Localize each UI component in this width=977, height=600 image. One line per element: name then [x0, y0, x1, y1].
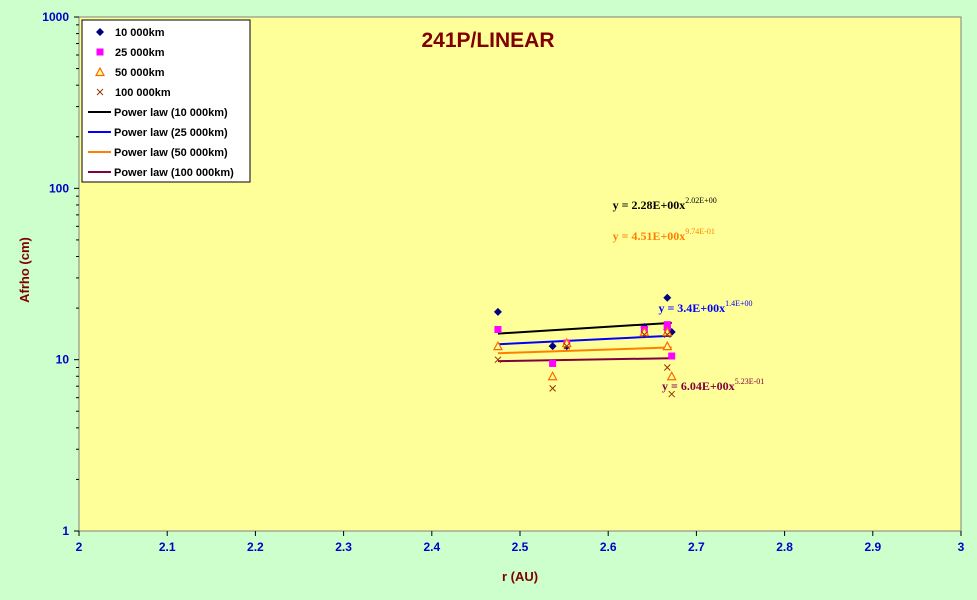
equation-base: y = 4.51E+00x: [613, 229, 686, 243]
trendline-equations: y = 2.28E+00x2.02E+00 y = 3.4E+00x1.4E+00…: [613, 196, 765, 393]
x-marker-stroke: [494, 356, 502, 364]
legend-label: Power law (100 000km): [114, 167, 234, 179]
y-tick-label: 10: [56, 353, 70, 367]
x-tick-label: 2.5: [512, 540, 529, 554]
x-tick-label: 2.4: [423, 540, 440, 554]
x-tick-label: 2: [76, 540, 83, 554]
y-axis-label: Afrho (cm): [17, 237, 32, 303]
legend-marker: [95, 66, 105, 77]
y-tick-label: 1: [62, 524, 69, 538]
equation-exponent: 9.74E-01: [685, 227, 715, 236]
chart-title: 241P/LINEAR: [421, 29, 554, 52]
data-point: [494, 356, 502, 364]
trendline-equation: y = 3.4E+00x1.4E+00: [658, 299, 752, 315]
equation-exponent: 1.4E+00: [725, 299, 752, 308]
trendline-equation: y = 2.28E+00x2.02E+00: [613, 196, 717, 212]
data-point: [639, 326, 650, 337]
x-tick-label: 2.8: [776, 540, 793, 554]
equation-exponent: 5.23E-01: [735, 377, 765, 386]
data-point: [494, 325, 502, 333]
x-marker-stroke: [663, 331, 671, 338]
x-axis-label: r (AU): [502, 569, 538, 584]
x-axis-ticks: 2 2.1 2.2 2.3 2.4 2.5 2.6 2.7 2.8 2.9 3: [76, 531, 965, 554]
equation-base: y = 6.04E+00x: [662, 379, 735, 393]
data-point: [492, 340, 503, 351]
legend-label: 50 000km: [115, 67, 165, 79]
trendline: [497, 334, 672, 346]
data-point: [662, 340, 673, 351]
trendline-equation: y = 4.51E+00x9.74E-01: [613, 227, 715, 243]
legend-label: Power law (25 000km): [114, 127, 228, 139]
x-tick-label: 2.7: [688, 540, 705, 554]
x-tick-label: 3: [958, 540, 965, 554]
legend-marker: [96, 48, 104, 56]
trendline-equation: y = 6.04E+00x5.23E-01: [662, 377, 764, 393]
data-points: [492, 293, 677, 398]
trendline: [497, 321, 672, 335]
data-point: [549, 359, 557, 367]
x-marker-stroke: [641, 331, 648, 338]
x-marker-stroke: [663, 364, 671, 371]
data-point: [668, 390, 676, 398]
y-axis-ticks: 1 10 100 1000: [42, 10, 79, 538]
trendline: [497, 357, 672, 363]
data-point: [563, 342, 571, 350]
x-tick-label: 2.2: [247, 540, 264, 554]
data-point: [668, 352, 676, 360]
x-marker-stroke: [563, 342, 571, 350]
trendlines: [497, 321, 672, 363]
data-point: [662, 326, 673, 337]
legend-label: Power law (50 000km): [114, 147, 228, 159]
legend-box: [81, 19, 251, 183]
legend-label: 100 000km: [115, 87, 171, 99]
x-tick-label: 2.6: [600, 540, 617, 554]
x-tick-label: 2.9: [864, 540, 881, 554]
x-marker-stroke: [668, 390, 676, 398]
data-point: [663, 293, 672, 302]
equation-base: y = 3.4E+00x: [658, 301, 725, 315]
x-marker-stroke: [96, 88, 104, 96]
legend-label: Power law (10 000km): [114, 107, 228, 119]
trendline: [497, 346, 672, 355]
legend-label: 10 000km: [115, 27, 165, 39]
data-point: [663, 331, 671, 338]
equation-exponent: 2.02E+00: [685, 196, 716, 205]
x-tick-label: 2.1: [159, 540, 176, 554]
data-point: [549, 385, 556, 392]
legend-marker: [96, 88, 104, 96]
legend: 10 000km 25 000km 50 000km 100 000km Power l…: [81, 19, 251, 183]
y-tick-label: 100: [49, 181, 69, 195]
equation-base: y = 2.28E+00x: [613, 198, 686, 212]
legend-label: 25 000km: [115, 47, 165, 59]
data-point: [548, 342, 557, 351]
x-tick-label: 2.3: [335, 540, 352, 554]
data-point: [547, 370, 558, 381]
x-marker-stroke: [549, 385, 556, 392]
data-point: [666, 370, 677, 381]
data-point: [493, 307, 502, 316]
data-point: [663, 364, 671, 371]
data-point: [641, 331, 648, 338]
y-tick-label: 1000: [42, 10, 69, 24]
legend-marker: [96, 28, 104, 36]
